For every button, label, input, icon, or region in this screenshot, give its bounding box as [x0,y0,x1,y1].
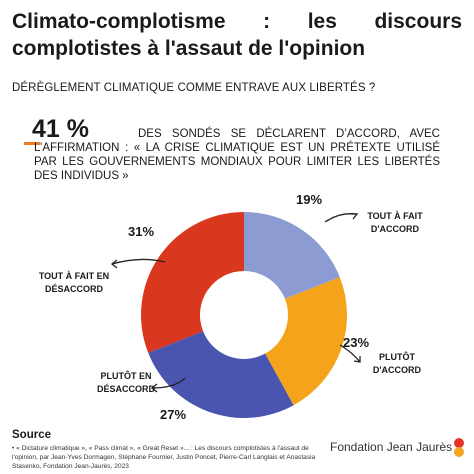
value-label: 23% [343,335,370,350]
donut-segment [265,277,347,406]
arrow [324,213,358,223]
logo [454,438,464,457]
value-label: 31% [128,224,155,239]
category-label: PLUTÔT EN DÉSACCORD [96,371,155,394]
donut-segment [244,212,340,299]
category-label: TOUT À FAIT D'ACCORD [367,211,423,234]
arrow-head [351,213,359,220]
organization: Fondation Jean Jaurès [330,440,453,454]
category-label: PLUTÔT D'ACCORD [372,352,422,375]
source-text: • « Dictature climatique », « Pass clima… [12,445,316,470]
subtitle: DÉRÈGLEMENT CLIMATIQUE COMME ENTRAVE AUX… [12,82,376,94]
arrow-head [150,383,158,393]
donut-segment [140,212,244,353]
arrows [110,213,361,393]
donut-segment [148,331,294,419]
accent-bar [24,142,40,145]
category-label: TOUT À FAIT EN DÉSACCORD [38,271,110,294]
value-label: 19% [296,192,323,207]
title: Climato-complotisme : les discours compl… [12,10,462,60]
arrow-head [353,356,361,363]
headline-stat: 41 % [32,115,89,143]
source-title: Source [12,429,51,441]
logo-dot [454,438,464,448]
logo-dot [454,447,464,457]
arrow-head [110,259,118,269]
value-label: 27% [160,407,187,422]
arrow [111,258,166,265]
arrow [339,344,361,363]
arrow [151,377,186,389]
statement: DES SONDÉS SE DÉCLARENT D’ACCORD, AVEC L… [34,128,440,182]
